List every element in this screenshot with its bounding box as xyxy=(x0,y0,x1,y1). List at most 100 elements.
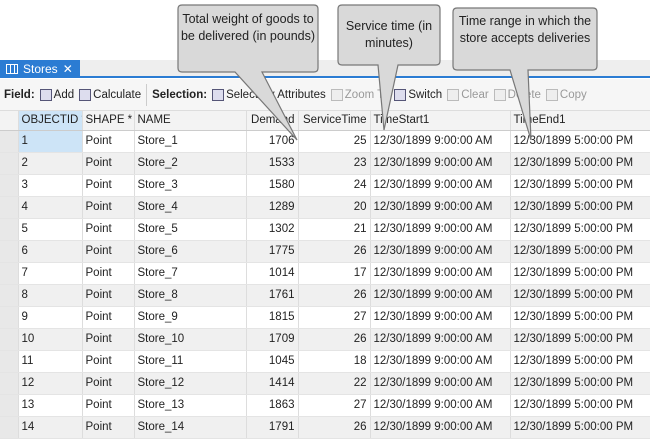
table-cell[interactable]: 22 xyxy=(298,372,371,395)
table-cell[interactable]: Point xyxy=(82,218,135,241)
table-row[interactable]: 11 Point Store_11 1045 18 12/30/1899 9:00:00 … xyxy=(0,350,650,373)
table-cell[interactable]: Store_2 xyxy=(134,152,247,175)
table-cell[interactable]: 6 xyxy=(18,240,83,263)
table-cell[interactable]: Point xyxy=(82,152,135,175)
table-row[interactable]: 4 Point Store_4 1289 20 12/30/1899 9:00:00 AM… xyxy=(0,196,650,219)
table-cell[interactable]: 26 xyxy=(298,284,371,307)
table-cell[interactable]: 8 xyxy=(18,284,83,307)
table-cell[interactable]: Point xyxy=(82,350,135,373)
row-header[interactable] xyxy=(0,328,19,351)
close-icon[interactable]: ✕ xyxy=(62,62,73,76)
table-row[interactable]: 12 Point Store_12 1414 22 12/30/1899 9:00:00 … xyxy=(0,372,650,395)
table-cell[interactable]: Store_1 xyxy=(134,130,247,153)
row-header[interactable] xyxy=(0,350,19,373)
table-cell[interactable]: 1775 xyxy=(246,240,299,263)
table-row[interactable]: 1 Point Store_1 1706 25 12/30/1899 9:00:00 AM… xyxy=(0,130,650,153)
table-row[interactable]: 10 Point Store_10 1709 26 12/30/1899 9:00:00 … xyxy=(0,328,650,351)
table-cell[interactable]: 11 xyxy=(18,350,83,373)
table-cell[interactable]: 12/30/1899 5:00:00 PM xyxy=(510,174,650,197)
column-header[interactable]: SHAPE * xyxy=(82,111,135,131)
table-cell[interactable]: 12/30/1899 9:00:00 AM xyxy=(370,196,511,219)
table-row[interactable]: 5 Point Store_5 1302 21 12/30/1899 9:00:00 AM… xyxy=(0,218,650,241)
table-cell[interactable]: 21 xyxy=(298,218,371,241)
row-header[interactable] xyxy=(0,372,19,395)
table-cell[interactable]: 12/30/1899 5:00:00 PM xyxy=(510,262,650,285)
table-cell[interactable]: 12/30/1899 5:00:00 PM xyxy=(510,350,650,373)
table-cell[interactable]: 1709 xyxy=(246,328,299,351)
table-cell[interactable]: 7 xyxy=(18,262,83,285)
table-cell[interactable]: 1706 xyxy=(246,130,299,153)
table-cell[interactable]: Point xyxy=(82,130,135,153)
table-cell[interactable]: 12/30/1899 5:00:00 PM xyxy=(510,130,650,153)
table-row[interactable]: 7 Point Store_7 1014 17 12/30/1899 9:00:00 AM… xyxy=(0,262,650,285)
table-cell[interactable]: 1761 xyxy=(246,284,299,307)
table-cell[interactable]: 12/30/1899 5:00:00 PM xyxy=(510,196,650,219)
table-cell[interactable]: 10 xyxy=(18,328,83,351)
table-cell[interactable]: 24 xyxy=(298,174,371,197)
column-header[interactable]: TimeStart1 xyxy=(370,111,511,131)
table-row[interactable]: 13 Point Store_13 1863 27 12/30/1899 9:00:00 … xyxy=(0,394,650,417)
row-header[interactable] xyxy=(0,174,19,197)
table-row[interactable]: 8 Point Store_8 1761 26 12/30/1899 9:00:00 AM… xyxy=(0,284,650,307)
table-cell[interactable]: 12/30/1899 5:00:00 PM xyxy=(510,284,650,307)
table-cell[interactable]: 1863 xyxy=(246,394,299,417)
table-cell[interactable]: 12/30/1899 5:00:00 PM xyxy=(510,372,650,395)
table-cell[interactable]: Store_5 xyxy=(134,218,247,241)
zoom-to-button[interactable]: Zoom To xyxy=(330,88,389,101)
table-cell[interactable]: 12/30/1899 9:00:00 AM xyxy=(370,394,511,417)
table-cell[interactable]: 27 xyxy=(298,394,371,417)
table-cell[interactable]: Store_13 xyxy=(134,394,247,417)
table-cell[interactable]: 1014 xyxy=(246,262,299,285)
table-cell[interactable]: 13 xyxy=(18,394,83,417)
table-cell[interactable]: Store_8 xyxy=(134,284,247,307)
table-cell[interactable]: 25 xyxy=(298,130,371,153)
row-header[interactable] xyxy=(0,196,19,219)
table-cell[interactable]: Point xyxy=(82,372,135,395)
table-cell[interactable]: Store_6 xyxy=(134,240,247,263)
table-cell[interactable]: 12/30/1899 9:00:00 AM xyxy=(370,174,511,197)
table-row[interactable]: 6 Point Store_6 1775 26 12/30/1899 9:00:00 AM… xyxy=(0,240,650,263)
table-cell[interactable]: Point xyxy=(82,262,135,285)
row-header[interactable] xyxy=(0,262,19,285)
row-header[interactable] xyxy=(0,218,19,241)
table-cell[interactable]: Point xyxy=(82,394,135,417)
table-cell[interactable]: 4 xyxy=(18,196,83,219)
table-row[interactable]: 3 Point Store_3 1580 24 12/30/1899 9:00:00 AM… xyxy=(0,174,650,197)
table-cell[interactable]: 12/30/1899 5:00:00 PM xyxy=(510,394,650,417)
table-cell[interactable]: 12/30/1899 9:00:00 AM xyxy=(370,328,511,351)
table-cell[interactable]: Store_4 xyxy=(134,196,247,219)
select-all-corner[interactable] xyxy=(0,111,19,131)
table-cell[interactable]: Store_9 xyxy=(134,306,247,329)
table-cell[interactable]: 20 xyxy=(298,196,371,219)
table-cell[interactable]: 17 xyxy=(298,262,371,285)
table-cell[interactable]: Point xyxy=(82,174,135,197)
row-header[interactable] xyxy=(0,394,19,417)
table-cell[interactable]: 12/30/1899 5:00:00 PM xyxy=(510,152,650,175)
table-cell[interactable]: 12/30/1899 9:00:00 AM xyxy=(370,350,511,373)
table-cell[interactable]: 2 xyxy=(18,152,83,175)
table-cell[interactable]: Store_11 xyxy=(134,350,247,373)
table-cell[interactable]: 12/30/1899 9:00:00 AM xyxy=(370,240,511,263)
table-cell[interactable]: Store_12 xyxy=(134,372,247,395)
table-cell[interactable]: Point xyxy=(82,196,135,219)
table-cell[interactable]: Store_10 xyxy=(134,328,247,351)
row-header[interactable] xyxy=(0,284,19,307)
table-cell[interactable]: 12/30/1899 9:00:00 AM xyxy=(370,306,511,329)
table-cell[interactable]: 1414 xyxy=(246,372,299,395)
table-row[interactable]: 9 Point Store_9 1815 27 12/30/1899 9:00:00 AM… xyxy=(0,306,650,329)
column-header[interactable]: OBJECTID * xyxy=(18,111,83,131)
table-cell[interactable]: 12/30/1899 5:00:00 PM xyxy=(510,306,650,329)
table-cell[interactable]: Store_3 xyxy=(134,174,247,197)
table-cell[interactable]: 12 xyxy=(18,372,83,395)
table-cell[interactable]: 1815 xyxy=(246,306,299,329)
clear-button[interactable]: Clear xyxy=(447,88,489,101)
column-header[interactable]: ServiceTime xyxy=(298,111,371,131)
add-field-button[interactable]: Add xyxy=(39,88,74,101)
table-cell[interactable]: 23 xyxy=(298,152,371,175)
table-cell[interactable]: 12/30/1899 9:00:00 AM xyxy=(370,284,511,307)
table-cell[interactable]: 12/30/1899 9:00:00 AM xyxy=(370,372,511,395)
table-cell[interactable]: 1289 xyxy=(246,196,299,219)
table-cell[interactable]: Store_7 xyxy=(134,262,247,285)
row-header[interactable] xyxy=(0,240,19,263)
table-row[interactable]: 2 Point Store_2 1533 23 12/30/1899 9:00:00 AM… xyxy=(0,152,650,175)
